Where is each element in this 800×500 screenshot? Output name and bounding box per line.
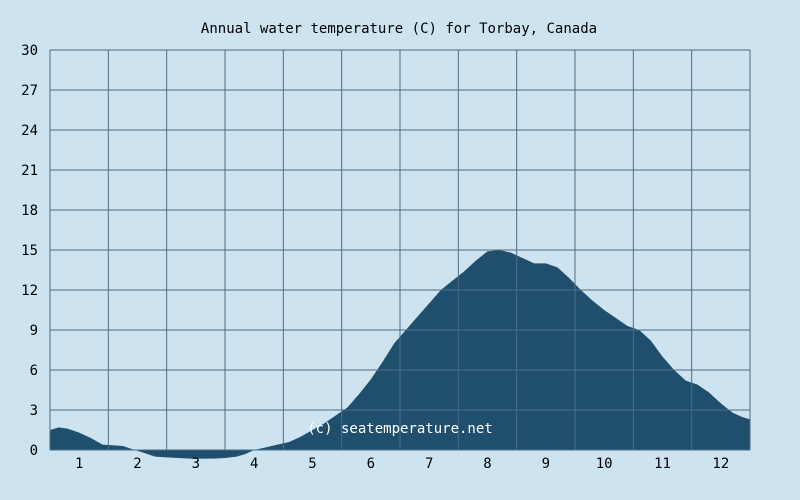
y-tick-label-6: 6 (30, 363, 38, 379)
y-tick-label-18: 18 (21, 203, 38, 219)
x-tick-label-7: 7 (425, 456, 433, 472)
y-tick-label-21: 21 (21, 163, 38, 179)
x-tick-label-8: 8 (483, 456, 491, 472)
x-tick-label-1: 1 (75, 456, 83, 472)
y-tick-label-15: 15 (21, 243, 38, 259)
x-tick-label-4: 4 (250, 456, 258, 472)
x-tick-label-10: 10 (596, 456, 613, 472)
y-tick-label-0: 0 (30, 443, 38, 459)
y-tick-label-24: 24 (21, 123, 38, 139)
x-tick-label-12: 12 (712, 456, 729, 472)
y-tick-label-12: 12 (21, 283, 38, 299)
x-tick-label-2: 2 (133, 456, 141, 472)
y-tick-label-30: 30 (21, 43, 38, 59)
x-tick-label-3: 3 (192, 456, 200, 472)
x-tick-label-11: 11 (654, 456, 671, 472)
y-tick-label-9: 9 (30, 323, 38, 339)
x-tick-label-9: 9 (542, 456, 550, 472)
x-tick-label-5: 5 (308, 456, 316, 472)
chart-title: Annual water temperature (C) for Torbay,… (201, 21, 597, 37)
y-tick-label-3: 3 (30, 403, 38, 419)
x-tick-label-6: 6 (367, 456, 375, 472)
watermark-text: (c) seatemperature.net (307, 421, 492, 437)
y-tick-label-27: 27 (21, 83, 38, 99)
